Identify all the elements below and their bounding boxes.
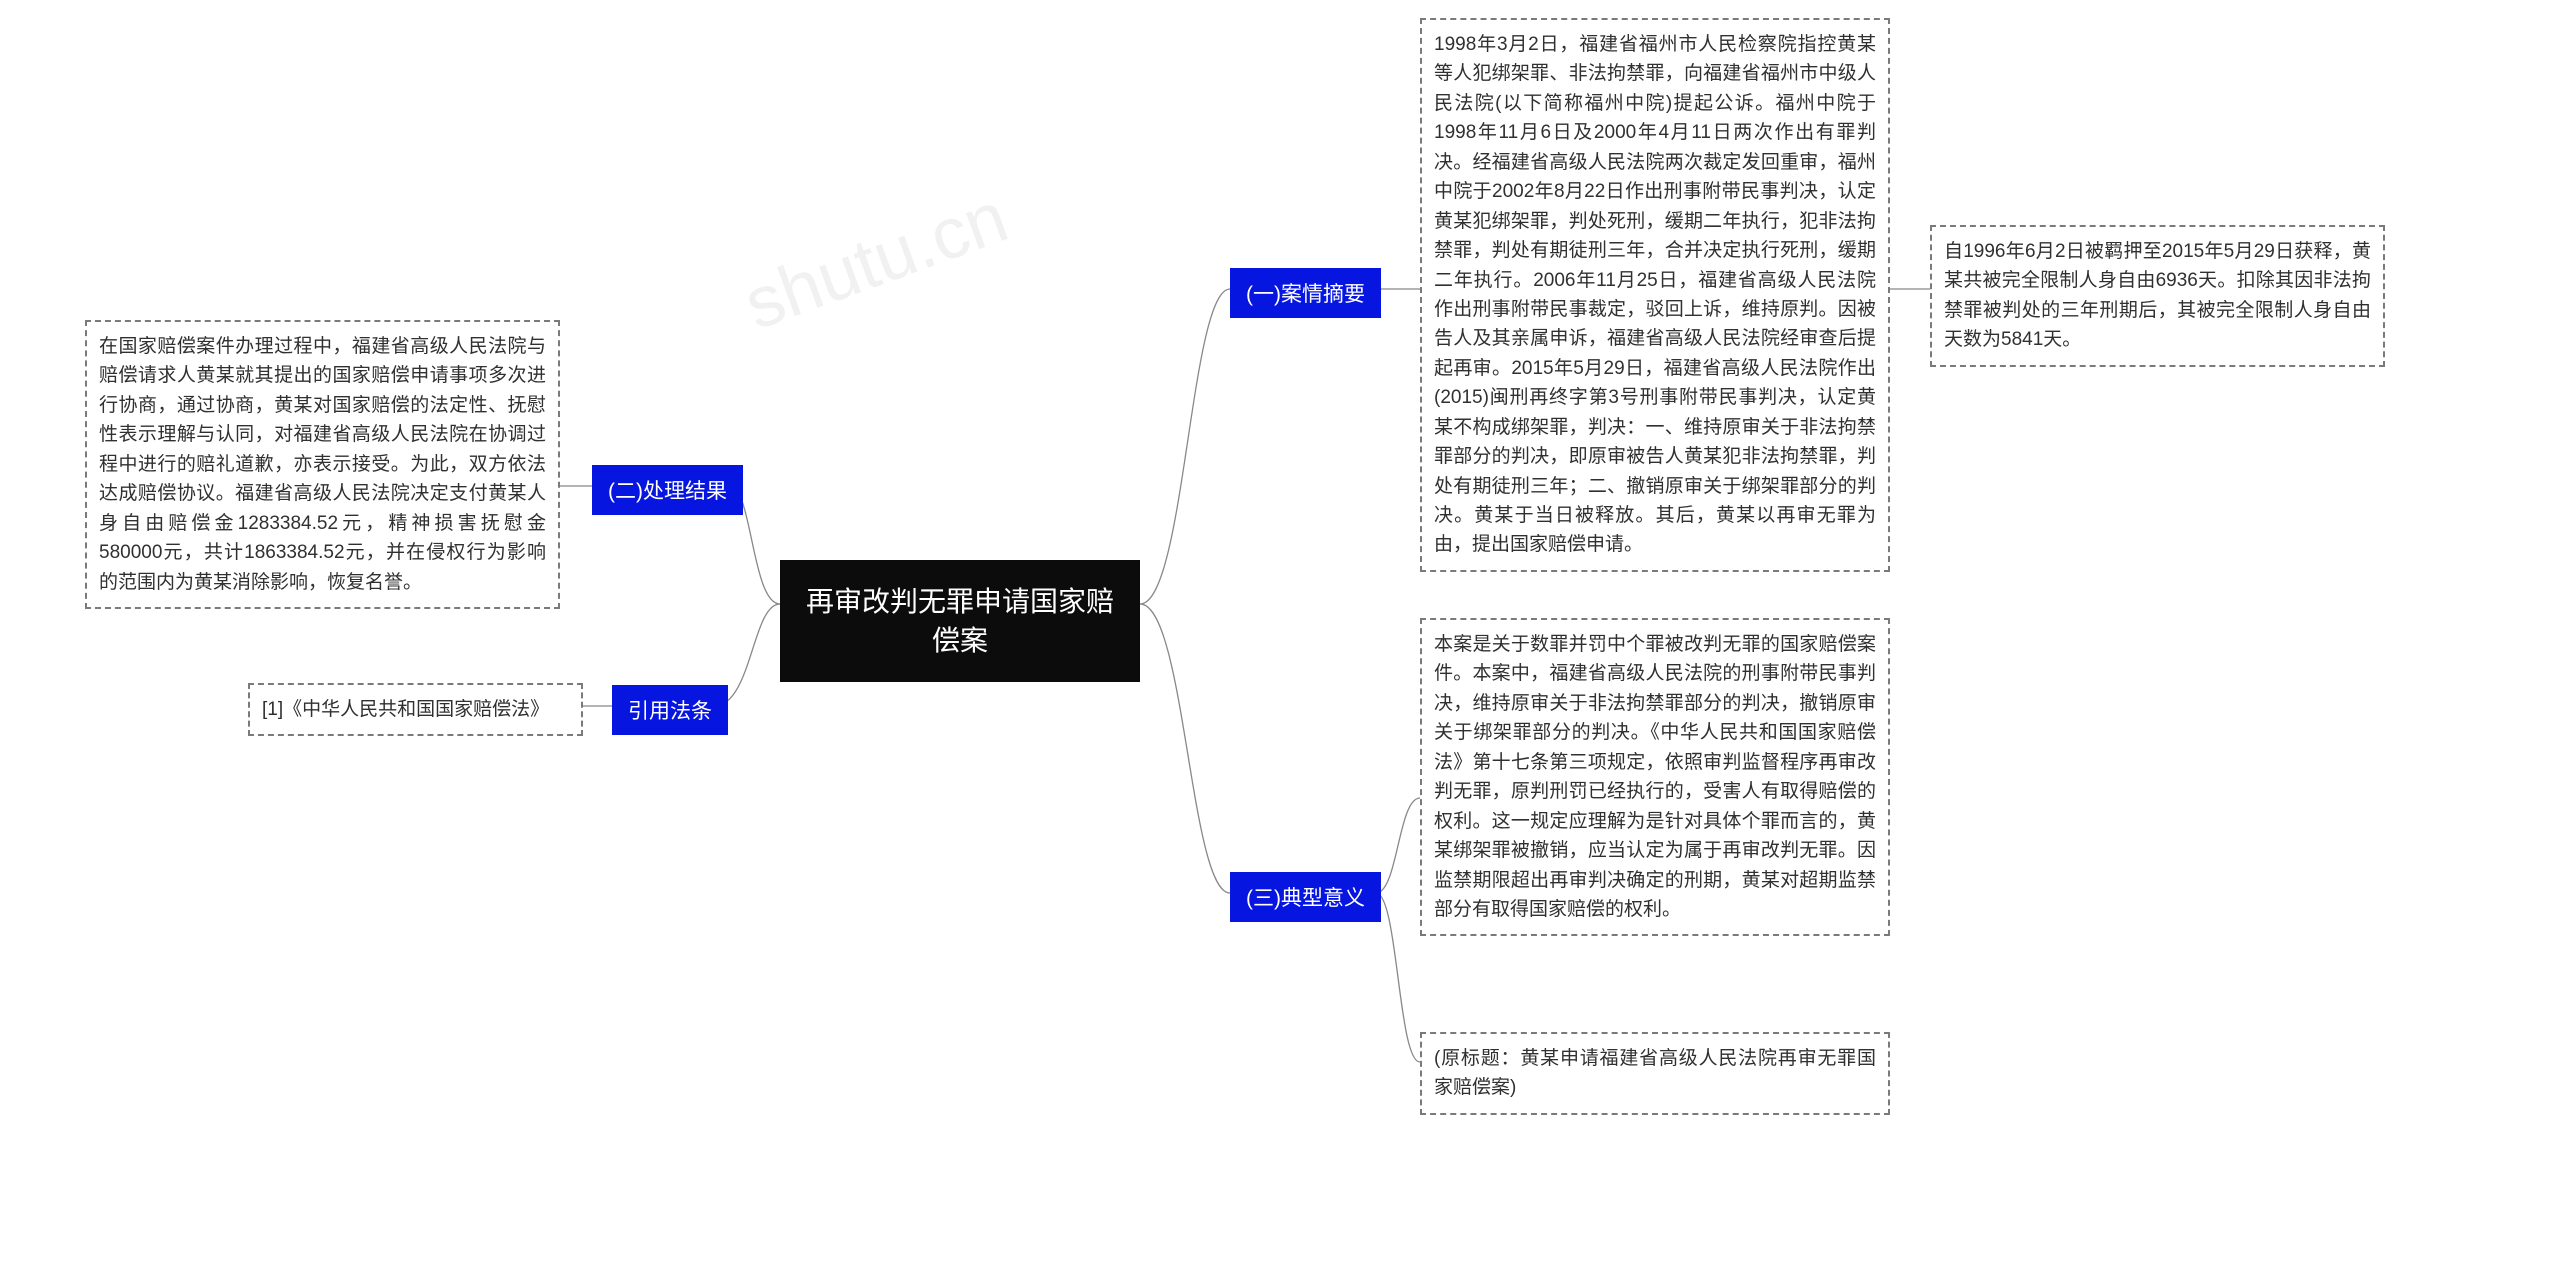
leaf-result-body: 在国家赔偿案件办理过程中，福建省高级人民法院与赔偿请求人黄某就其提出的国家赔偿申…	[85, 320, 560, 609]
leaf-case-summary-body: 1998年3月2日，福建省福州市人民检察院指控黄某等人犯绑架罪、非法拘禁罪，向福…	[1420, 18, 1890, 572]
section-law[interactable]: 引用法条	[612, 685, 728, 735]
center-topic[interactable]: 再审改判无罪申请国家赔偿案	[780, 560, 1140, 682]
section-result[interactable]: (二)处理结果	[592, 465, 743, 515]
leaf-case-summary-detail: 自1996年6月2日被羁押至2015年5月29日获释，黄某共被完全限制人身自由6…	[1930, 225, 2385, 367]
section-significance[interactable]: (三)典型意义	[1230, 872, 1381, 922]
leaf-law-ref: [1]《中华人民共和国国家赔偿法》	[248, 683, 583, 736]
leaf-significance-body: 本案是关于数罪并罚中个罪被改判无罪的国家赔偿案件。本案中，福建省高级人民法院的刑…	[1420, 618, 1890, 936]
connectors-layer	[0, 0, 2560, 1274]
watermark-1: shutu.cn	[734, 176, 1018, 346]
section-case-summary[interactable]: (一)案情摘要	[1230, 268, 1381, 318]
leaf-significance-title: (原标题：黄某申请福建省高级人民法院再审无罪国家赔偿案)	[1420, 1032, 1890, 1115]
